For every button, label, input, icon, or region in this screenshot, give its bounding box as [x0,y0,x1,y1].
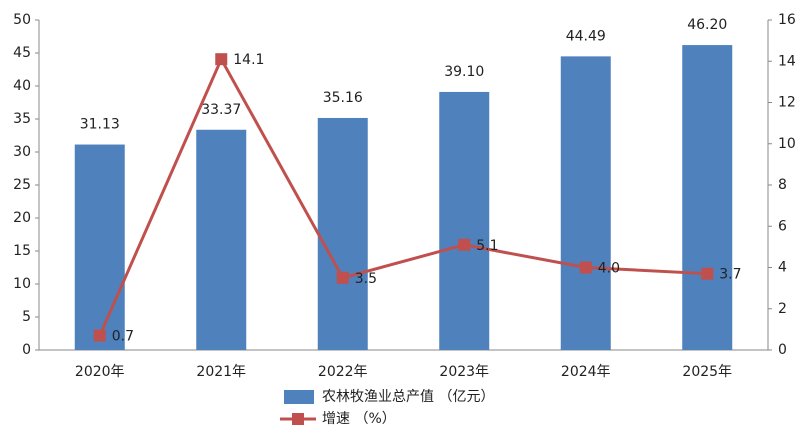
y2-tick-label: 16 [778,12,796,28]
line-value-label: 0.7 [112,329,134,345]
line-marker [93,329,106,342]
bar-value-label: 39.10 [444,64,484,80]
x-tick-label: 2021年 [196,364,246,380]
y-tick-label: 20 [13,210,31,226]
y-tick-label: 45 [13,45,31,61]
bar [439,91,490,350]
line-value-label: 3.5 [355,271,377,287]
y2-tick-label: 6 [778,218,787,234]
line-value-label: 5.1 [476,238,498,254]
line-marker [215,53,228,66]
y2-tick-label: 10 [778,136,796,152]
y-tick-label: 40 [13,78,31,94]
line-value-label: 4.0 [598,261,620,277]
y-tick-label: 0 [22,342,31,358]
y-tick-label: 5 [22,309,31,325]
legend-label: 农林牧渔业总产值 （亿元） [322,389,494,405]
x-tick-label: 2022年 [318,364,368,380]
line [98,55,708,337]
line-marker [701,267,714,280]
y-tick-label: 25 [13,177,31,193]
bar [560,56,611,351]
bar-value-label: 44.49 [566,28,606,44]
y-tick-label: 30 [13,144,31,160]
y-tick-label: 35 [13,111,31,127]
legend-swatch [284,390,314,404]
line-marker [458,238,471,251]
legend-marker [292,413,304,425]
bar [74,144,125,350]
line-marker [579,261,592,274]
bar-value-label: 35.16 [323,90,363,106]
y2-tick-label: 2 [778,301,787,317]
x-tick-label: 2025年 [682,364,732,380]
y-tick-label: 50 [13,12,31,28]
bar-value-label: 46.20 [687,17,727,33]
legend-label: 增速 （%） [322,411,396,427]
line-value-label: 3.7 [719,267,741,283]
x-tick-label: 2024年 [561,364,611,380]
bar [682,45,733,351]
y2-tick-label: 14 [778,53,796,69]
x-tick-label: 2020年 [75,364,125,380]
bar-value-label: 31.13 [80,117,120,133]
y2-tick-label: 0 [778,342,787,358]
line-marker [336,271,349,284]
bar-value-label: 33.37 [201,102,241,118]
y2-tick-label: 4 [778,260,787,276]
bar [317,117,368,350]
y-tick-label: 10 [13,276,31,292]
line-value-label: 14.1 [233,52,264,68]
x-tick-label: 2023年 [439,364,489,380]
y-tick-label: 15 [13,243,31,259]
bar [196,129,247,350]
y2-tick-label: 12 [778,95,796,111]
y2-tick-label: 8 [778,177,787,193]
